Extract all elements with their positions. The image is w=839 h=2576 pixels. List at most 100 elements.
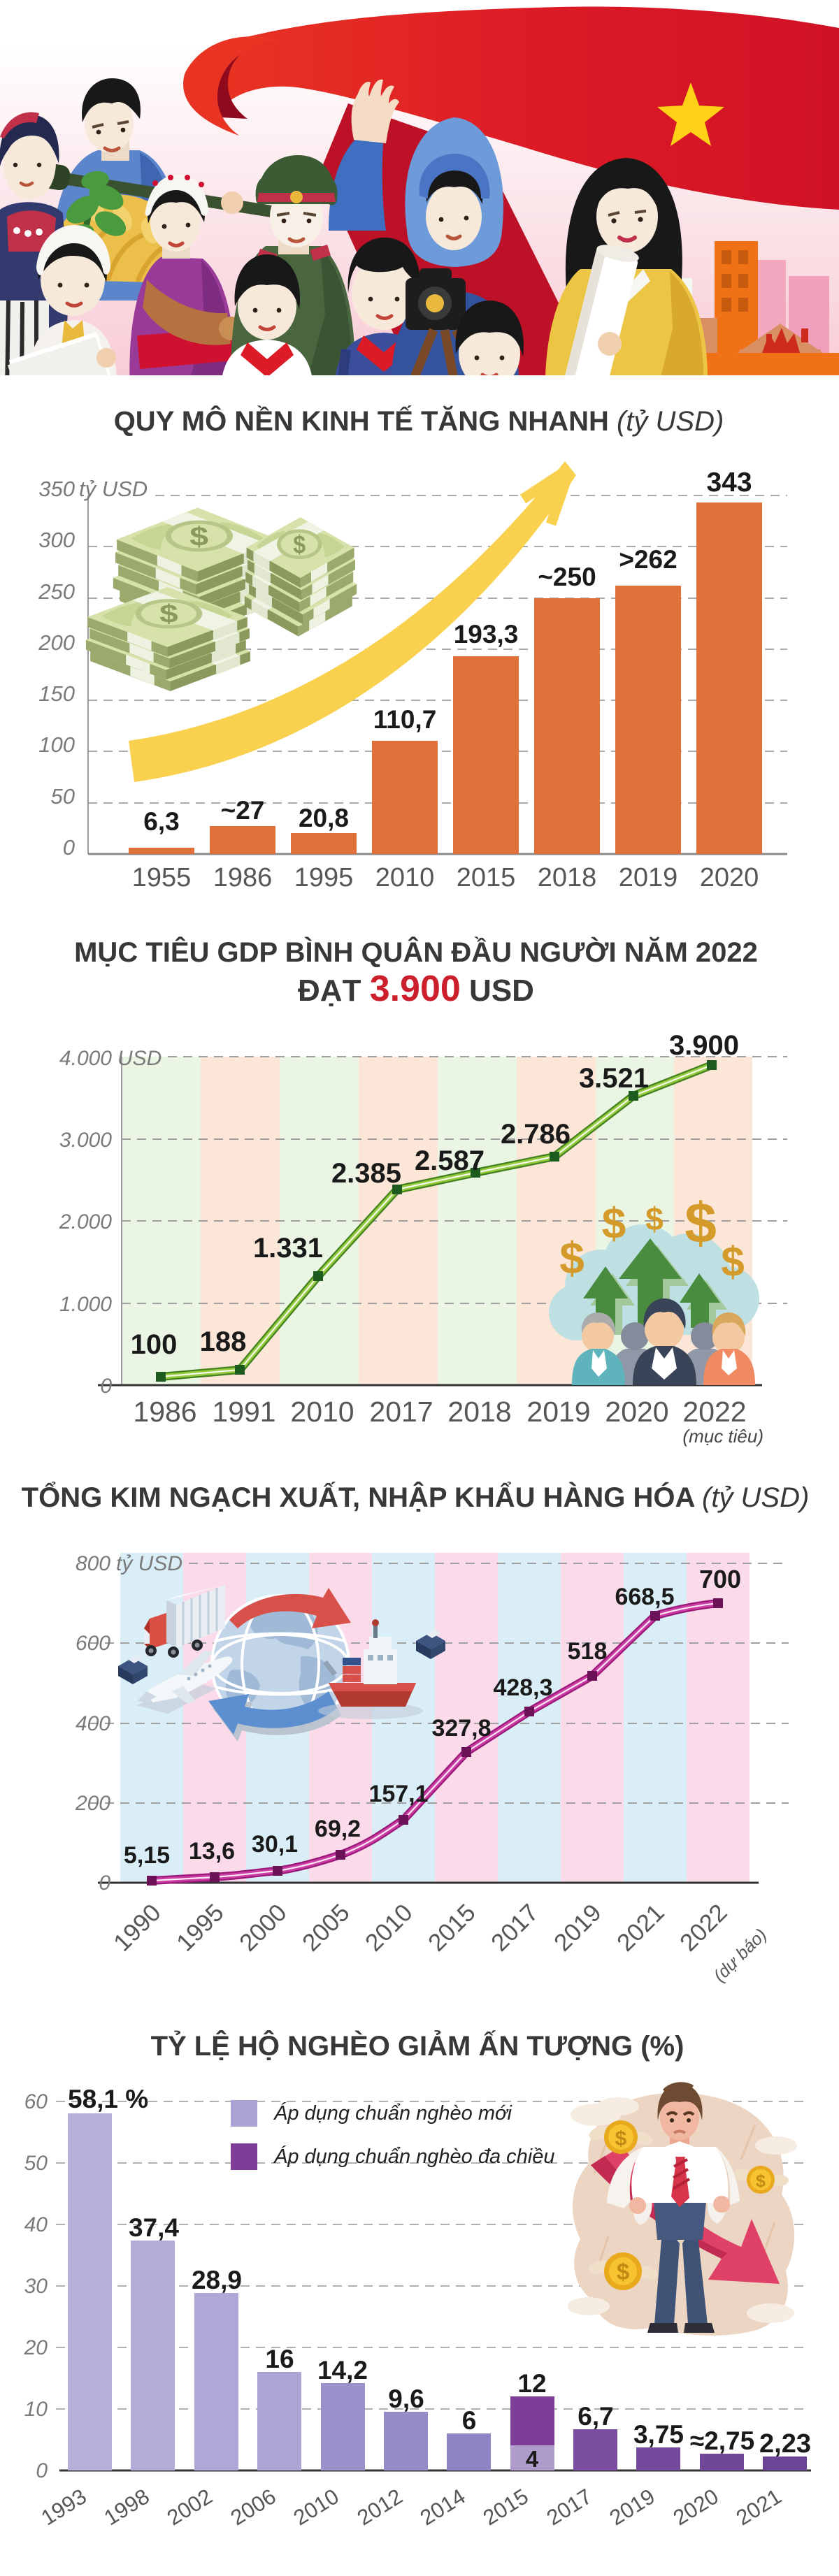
svg-text:20,8: 20,8 (299, 804, 349, 832)
svg-text:40: 40 (24, 2213, 48, 2236)
svg-text:2022: 2022 (682, 1396, 746, 1428)
svg-text:2020: 2020 (669, 2484, 723, 2530)
svg-text:USD: USD (117, 1047, 162, 1070)
svg-text:193,3: 193,3 (454, 620, 519, 649)
svg-text:$: $ (721, 1238, 744, 1285)
svg-text:2014: 2014 (416, 2484, 470, 2530)
svg-text:2005: 2005 (297, 1899, 355, 1957)
svg-text:100: 100 (38, 732, 75, 757)
svg-text:2018: 2018 (538, 863, 597, 892)
svg-text:1955: 1955 (132, 863, 192, 892)
svg-text:13,6: 13,6 (189, 1838, 235, 1865)
svg-text:800: 800 (76, 1552, 110, 1575)
svg-text:(dự báo): (dự báo) (710, 1925, 770, 1985)
svg-text:0: 0 (100, 1375, 112, 1398)
svg-text:$: $ (756, 2171, 766, 2191)
svg-text:2010: 2010 (360, 1899, 418, 1957)
svg-text:10: 10 (24, 2398, 48, 2421)
svg-text:2017: 2017 (543, 2484, 596, 2530)
svg-text:6: 6 (462, 2406, 477, 2435)
svg-text:2018: 2018 (447, 1396, 511, 1428)
svg-text:50: 50 (24, 2152, 48, 2175)
svg-text:0: 0 (99, 1872, 110, 1895)
svg-text:1990: 1990 (108, 1899, 166, 1957)
svg-text:$: $ (293, 531, 306, 559)
svg-text:$: $ (559, 1233, 585, 1283)
svg-text:16: 16 (265, 2345, 294, 2373)
svg-text:2021: 2021 (732, 2484, 786, 2530)
svg-text:110,7: 110,7 (373, 705, 437, 734)
svg-text:2017: 2017 (486, 1899, 544, 1957)
svg-text:14,2: 14,2 (317, 2356, 368, 2385)
svg-text:3.000: 3.000 (59, 1129, 112, 1152)
svg-text:3.900: 3.900 (669, 1030, 739, 1061)
svg-text:188: 188 (200, 1326, 247, 1357)
svg-text:100: 100 (131, 1329, 178, 1360)
svg-text:668,5: 668,5 (615, 1584, 674, 1610)
svg-text:1995: 1995 (171, 1899, 229, 1957)
svg-text:300: 300 (38, 528, 75, 552)
svg-text:12: 12 (517, 2369, 546, 2398)
svg-text:700: 700 (699, 1565, 741, 1593)
svg-text:MỤC TIÊU GDP BÌNH QUÂN ĐẦU NGƯ: MỤC TIÊU GDP BÌNH QUÂN ĐẦU NGƯỜI NĂM 202… (74, 936, 758, 968)
svg-text:2019: 2019 (605, 2484, 659, 2530)
svg-text:2010: 2010 (290, 1396, 354, 1428)
svg-text:1991: 1991 (212, 1396, 275, 1428)
svg-text:58,1 %: 58,1 % (68, 2085, 148, 2113)
svg-text:69,2: 69,2 (315, 1816, 361, 1842)
svg-text:TỶ LỆ HỘ NGHÈO GIẢM ẤN TƯỢNG (: TỶ LỆ HỘ NGHÈO GIẢM ẤN TƯỢNG (%) (151, 2029, 684, 2062)
svg-text:60: 60 (24, 2090, 48, 2113)
svg-text:tỷ USD: tỷ USD (116, 1552, 182, 1575)
svg-text:$: $ (602, 1200, 626, 1248)
svg-text:2006: 2006 (227, 2484, 280, 2530)
svg-text:3,75: 3,75 (633, 2420, 684, 2449)
svg-text:2010: 2010 (375, 863, 435, 892)
svg-text:QUY MÔ NỀN KINH TẾ TĂNG NHANH: QUY MÔ NỀN KINH TẾ TĂNG NHANH (tỷ USD) (114, 405, 724, 437)
svg-text:1986: 1986 (133, 1396, 196, 1428)
svg-text:tỷ USD: tỷ USD (79, 477, 148, 501)
svg-text:2,23: 2,23 (759, 2429, 811, 2459)
svg-text:157,1: 157,1 (368, 1781, 428, 1807)
svg-text:>262: >262 (619, 545, 677, 574)
svg-text:6,3: 6,3 (143, 807, 179, 836)
svg-text:2020: 2020 (700, 863, 759, 892)
svg-text:2010: 2010 (289, 2484, 343, 2530)
svg-text:3.521: 3.521 (579, 1063, 649, 1094)
svg-text:$: $ (684, 1192, 717, 1255)
svg-text:$: $ (617, 2259, 629, 2285)
svg-text:≈2,75: ≈2,75 (690, 2426, 754, 2455)
svg-text:$: $ (645, 1201, 664, 1237)
svg-text:2021: 2021 (612, 1899, 670, 1957)
svg-text:2017: 2017 (369, 1396, 433, 1428)
svg-text:50: 50 (51, 784, 75, 809)
svg-text:2002: 2002 (163, 2484, 217, 2530)
svg-text:150: 150 (38, 681, 75, 706)
svg-text:ĐẠT 3.900 USD: ĐẠT 3.900 USD (298, 969, 534, 1009)
svg-text:600: 600 (76, 1632, 110, 1655)
svg-text:30: 30 (24, 2275, 48, 2298)
svg-text:2012: 2012 (353, 2484, 407, 2530)
svg-text:2.385: 2.385 (331, 1158, 401, 1189)
svg-text:1.331: 1.331 (253, 1233, 323, 1264)
svg-text:1.000: 1.000 (59, 1293, 112, 1316)
svg-text:0: 0 (36, 2459, 48, 2482)
svg-text:9,6: 9,6 (388, 2385, 424, 2413)
svg-text:2.786: 2.786 (501, 1119, 571, 1150)
svg-text:400: 400 (76, 1712, 110, 1735)
svg-text:20: 20 (24, 2336, 48, 2359)
svg-text:$: $ (615, 2127, 627, 2150)
svg-text:4.000: 4.000 (59, 1047, 112, 1070)
svg-text:(mục tiêu): (mục tiêu) (682, 1426, 763, 1447)
svg-text:Áp dụng chuẩn nghèo đa chiều: Áp dụng chuẩn nghèo đa chiều (273, 2145, 555, 2168)
svg-text:4: 4 (526, 2446, 539, 2472)
svg-text:37,4: 37,4 (129, 2213, 179, 2242)
svg-text:2019: 2019 (526, 1396, 590, 1428)
svg-text:1986: 1986 (213, 863, 273, 892)
svg-text:1998: 1998 (100, 2484, 154, 2530)
svg-text:Áp dụng chuẩn nghèo mới: Áp dụng chuẩn nghèo mới (273, 2101, 513, 2125)
svg-text:2.587: 2.587 (415, 1145, 485, 1176)
svg-text:518: 518 (568, 1638, 608, 1665)
svg-text:327,8: 327,8 (431, 1715, 491, 1742)
svg-text:2019: 2019 (619, 863, 678, 892)
svg-text:2015: 2015 (479, 2484, 533, 2530)
